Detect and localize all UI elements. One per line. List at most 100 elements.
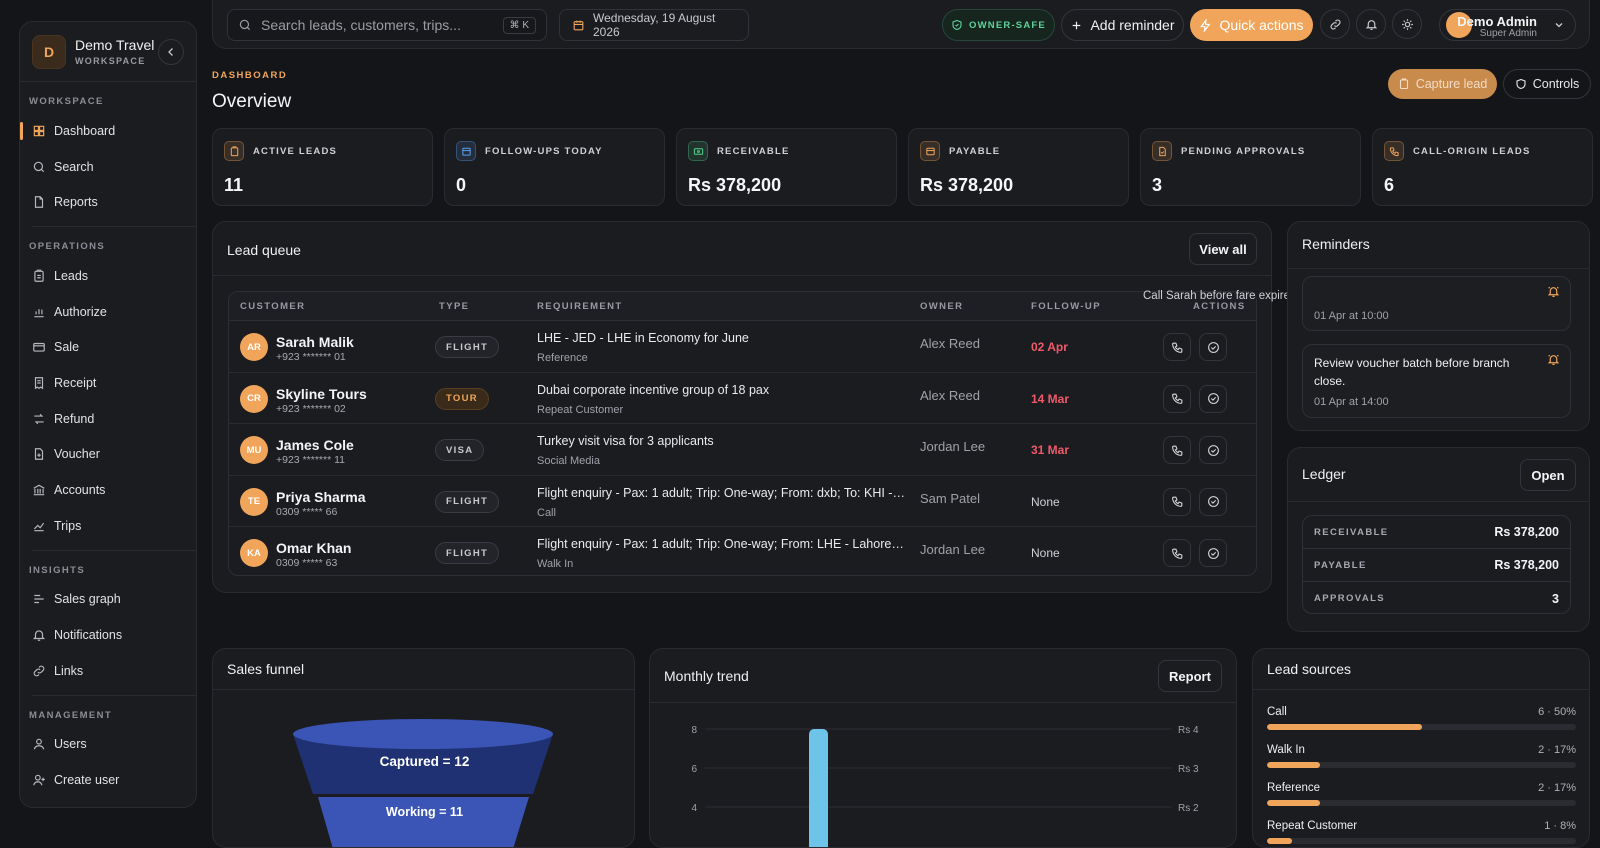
table-row[interactable]: CR Skyline Tours +923 ******* 02 TOUR Dubai …	[229, 373, 1256, 424]
view-all-button[interactable]: View all	[1189, 233, 1257, 265]
sidebar-item-trips[interactable]: Trips	[20, 508, 196, 544]
table-row[interactable]: KA Omar Khan 0309 ***** 63 FLIGHT Flight enq…	[229, 527, 1256, 575]
customer-name[interactable]: Skyline Tours	[276, 385, 367, 402]
sidebar-item-links[interactable]: Links	[20, 653, 196, 689]
user-menu[interactable]: Demo Admin Super Admin	[1439, 9, 1576, 41]
customer-name[interactable]: Omar Khan	[276, 540, 352, 556]
ledger-label: APPROVALS	[1314, 593, 1386, 604]
controls-label: Controls	[1532, 77, 1580, 91]
sidebar-item-dashboard[interactable]: Dashboard	[20, 113, 196, 149]
search-shortcut: ⌘ K	[502, 16, 536, 34]
requirement-text: LHE - JED - LHE in Economy for June	[537, 331, 749, 345]
theme-toggle-button[interactable]	[1392, 9, 1422, 39]
global-search[interactable]: Search leads, customers, trips... ⌘ K	[227, 9, 547, 41]
table-row[interactable]: MU James Cole +923 ******* 11 VISA Turkey vi…	[229, 424, 1256, 476]
stat-icon	[1384, 141, 1404, 161]
call-button[interactable]	[1163, 436, 1191, 464]
sidebar-item-label: Search	[54, 159, 94, 174]
page-title: Overview	[212, 91, 292, 112]
bell-ring-icon[interactable]	[1547, 285, 1560, 298]
sidebar-item-sales-graph[interactable]: Sales graph	[20, 582, 196, 618]
customer-name[interactable]: Sarah Malik	[276, 334, 354, 350]
stat-card-payable[interactable]: PAYABLE Rs 378,200	[908, 128, 1129, 206]
sidebar-item-reports[interactable]: Reports	[20, 184, 196, 220]
ledger-value: Rs 378,200	[1494, 525, 1559, 539]
sidebar-item-create-user[interactable]: Create user	[20, 762, 196, 798]
date-display[interactable]: Wednesday, 19 August 2026	[559, 9, 749, 41]
mark-done-button[interactable]	[1199, 333, 1227, 361]
lead-source-label: Call	[1267, 706, 1287, 718]
notifications-button[interactable]	[1356, 9, 1386, 39]
stat-label: ACTIVE LEADS	[253, 145, 338, 157]
sidebar-item-label: Authorize	[54, 304, 107, 319]
search-input[interactable]: Search leads, customers, trips...	[261, 17, 461, 33]
table-row[interactable]: TE Priya Sharma 0309 ***** 66 FLIGHT Flight …	[229, 476, 1256, 527]
sidebar-item-users[interactable]: Users	[20, 727, 196, 763]
call-button[interactable]	[1163, 487, 1191, 516]
reminder-item[interactable]: 01 Apr at 10:00	[1302, 276, 1571, 331]
avatar: CR	[240, 384, 268, 413]
capture-lead-button[interactable]: Capture lead	[1388, 69, 1497, 99]
link-button[interactable]	[1320, 9, 1350, 39]
controls-button[interactable]: Controls	[1503, 69, 1591, 99]
stat-card-call-origin-leads[interactable]: CALL-ORIGIN LEADS 6	[1372, 128, 1593, 206]
call-button[interactable]	[1163, 384, 1191, 413]
date-text: Wednesday, 19 August 2026	[593, 11, 716, 39]
customer-phone: +923 ******* 11	[276, 454, 345, 466]
lead-source-bar	[1267, 838, 1576, 844]
sidebar-item-refund[interactable]: Refund	[20, 401, 196, 437]
brand-sub: WORKSPACE	[75, 56, 146, 66]
open-ledger-button[interactable]: Open	[1520, 459, 1576, 491]
lead-source-value: 2 · 17%	[1538, 744, 1576, 756]
quick-actions-button[interactable]: Quick actions	[1190, 9, 1313, 41]
add-reminder-button[interactable]: Add reminder	[1061, 9, 1184, 41]
phone-icon	[1171, 547, 1184, 560]
sidebar-item-notifications[interactable]: Notifications	[20, 617, 196, 653]
stat-card-receivable[interactable]: RECEIVABLE Rs 378,200	[676, 128, 897, 206]
file-plus-icon	[32, 447, 46, 461]
bolt-icon	[1199, 18, 1212, 32]
sidebar-item-receipt[interactable]: Receipt	[20, 365, 196, 401]
stat-card-pending-approvals[interactable]: PENDING APPROVALS 3	[1140, 128, 1361, 206]
reminder-item[interactable]: Review voucher batch before branch close…	[1302, 344, 1571, 418]
table-row[interactable]: AR Sarah Malik +923 ******* 01 FLIGHT LHE - …	[229, 321, 1256, 373]
ledger-row: RECEIVABLE Rs 378,200	[1303, 516, 1570, 549]
stat-card-follow-ups-today[interactable]: FOLLOW-UPS TODAY 0	[444, 128, 665, 206]
lead-source: Reference	[537, 352, 588, 364]
call-button[interactable]	[1163, 333, 1191, 361]
monthly-trend-title: Monthly trend	[664, 668, 749, 684]
bank-icon	[32, 483, 46, 497]
lead-table: CUSTOMER TYPE REQUIREMENT OWNER FOLLOW-U…	[228, 291, 1257, 576]
lead-source: Call	[537, 506, 556, 519]
stat-icon	[224, 141, 244, 161]
follow-up-date: 02 Apr	[1031, 340, 1068, 354]
sidebar-item-leads[interactable]: Leads	[20, 258, 196, 294]
customer-name[interactable]: James Cole	[276, 437, 354, 453]
stat-card-active-leads[interactable]: ACTIVE LEADS 11	[212, 128, 433, 206]
mark-done-button[interactable]	[1199, 384, 1227, 413]
mark-done-button[interactable]	[1199, 436, 1227, 464]
collapse-sidebar-button[interactable]	[158, 38, 184, 65]
sidebar-item-search[interactable]: Search	[20, 149, 196, 185]
sidebar-item-accounts[interactable]: Accounts	[20, 472, 196, 508]
check-circle-icon	[1207, 547, 1220, 560]
owner-safe-badge: OWNER-SAFE	[942, 9, 1055, 41]
reminders-card: Reminders 01 Apr at 10:00 Review voucher…	[1287, 221, 1590, 431]
trend-bar[interactable]	[809, 729, 828, 848]
lead-source-bar	[1267, 724, 1576, 730]
bell-ring-icon[interactable]	[1547, 353, 1560, 366]
call-button[interactable]	[1163, 539, 1191, 567]
mark-done-button[interactable]	[1199, 487, 1227, 516]
quick-actions-label: Quick actions	[1219, 17, 1304, 33]
funnel-stage-label: Working = 11	[385, 805, 464, 819]
lead-source-item: Walk In 2 · 17%	[1267, 744, 1576, 768]
sidebar-item-sale[interactable]: Sale	[20, 329, 196, 365]
mark-done-button[interactable]	[1199, 539, 1227, 567]
reminders-title: Reminders	[1302, 236, 1370, 252]
sidebar-item-authorize[interactable]: Authorize	[20, 294, 196, 330]
sidebar-item-voucher[interactable]: Voucher	[20, 437, 196, 473]
report-button[interactable]: Report	[1158, 660, 1222, 692]
customer-name[interactable]: Priya Sharma	[276, 488, 366, 505]
stat-label: RECEIVABLE	[717, 145, 790, 157]
check-circle-icon	[1207, 444, 1220, 457]
